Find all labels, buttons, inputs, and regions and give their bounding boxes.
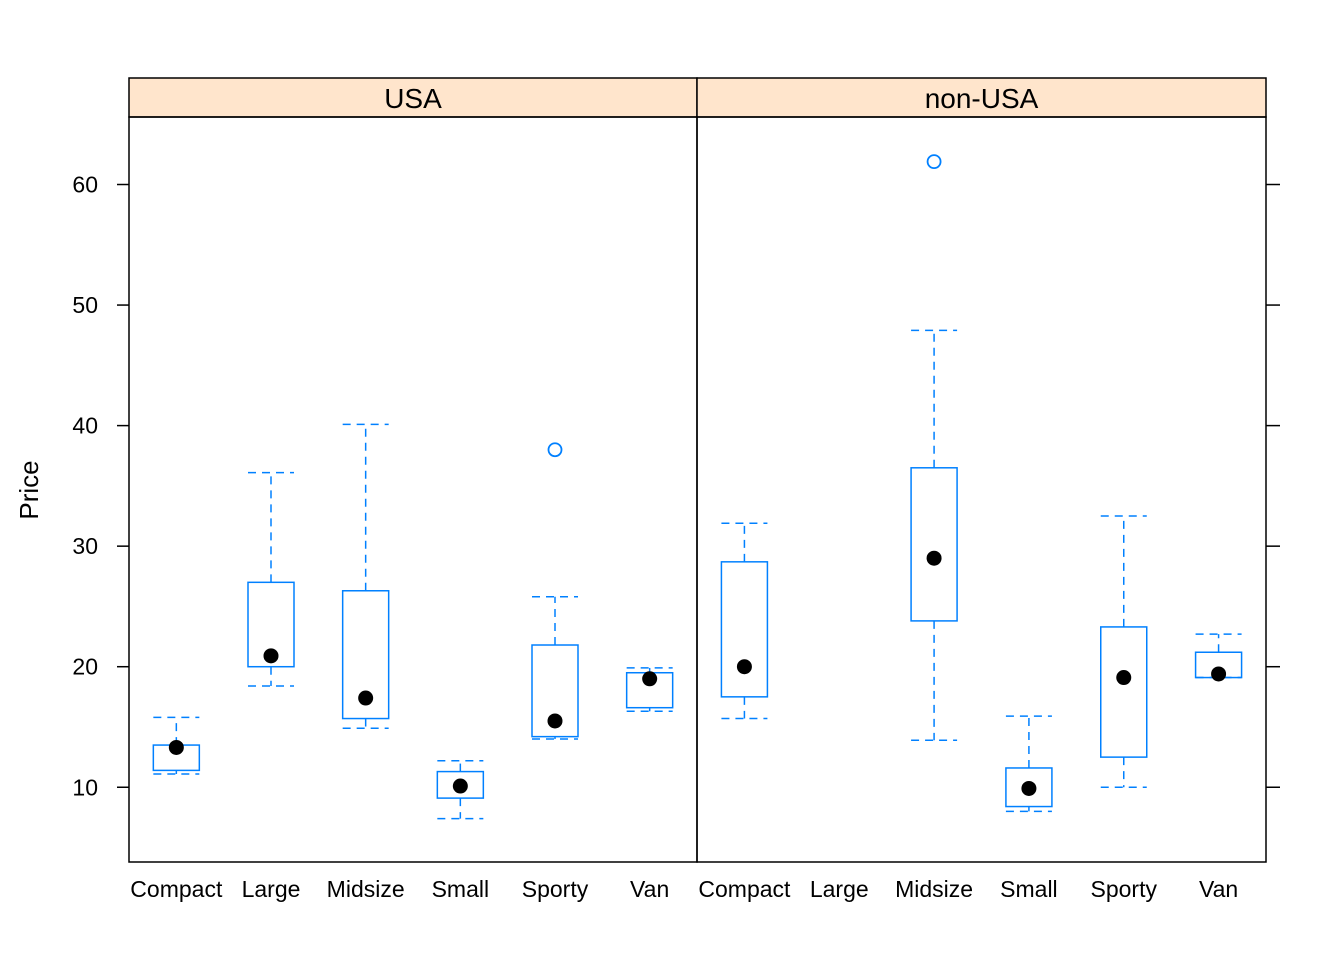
box [1005, 767, 1053, 808]
panel-frame-0 [128, 116, 698, 863]
y-tick-label: 30 [72, 533, 98, 559]
x-tick-label: Small [1000, 876, 1058, 902]
box [436, 770, 485, 799]
median-point [547, 713, 563, 729]
panel-frame-1 [696, 116, 1267, 863]
x-tick-label: Van [1199, 876, 1238, 902]
x-tick-label: Small [432, 876, 490, 902]
median-point [736, 659, 752, 675]
median-point [1021, 780, 1037, 796]
y-tick-label: 50 [72, 292, 98, 318]
median-point [1211, 666, 1227, 682]
x-tick-label: Sporty [522, 876, 589, 902]
strip-label-1: non-USA [925, 83, 1039, 114]
median-point [168, 739, 184, 755]
y-tick-label: 20 [72, 654, 98, 680]
box [247, 581, 295, 668]
x-tick-label: Compact [130, 876, 223, 902]
strip-label-0: USA [384, 83, 442, 114]
x-tick-label: Midsize [327, 876, 405, 902]
x-tick-label: Large [810, 876, 869, 902]
box [720, 561, 769, 698]
outlier-point [547, 442, 563, 458]
median-point [263, 648, 279, 664]
x-tick-label: Compact [698, 876, 791, 902]
median-point [1116, 670, 1132, 686]
box [1100, 626, 1148, 758]
median-point [926, 550, 942, 566]
median-point [452, 778, 468, 794]
box [341, 590, 390, 720]
y-axis-label: Price [14, 460, 44, 519]
y-tick-label: 60 [72, 172, 98, 198]
strip-0 [128, 77, 698, 118]
box [910, 467, 958, 622]
strip-1 [696, 77, 1267, 118]
outlier-point [926, 154, 942, 170]
median-point [358, 690, 374, 706]
y-tick-label: 40 [72, 413, 98, 439]
box [531, 644, 579, 738]
x-tick-label: Van [630, 876, 669, 902]
x-tick-label: Sporty [1091, 876, 1158, 902]
x-tick-label: Large [242, 876, 301, 902]
median-point [642, 671, 658, 687]
y-tick-label: 10 [72, 774, 98, 800]
x-tick-label: Midsize [895, 876, 973, 902]
